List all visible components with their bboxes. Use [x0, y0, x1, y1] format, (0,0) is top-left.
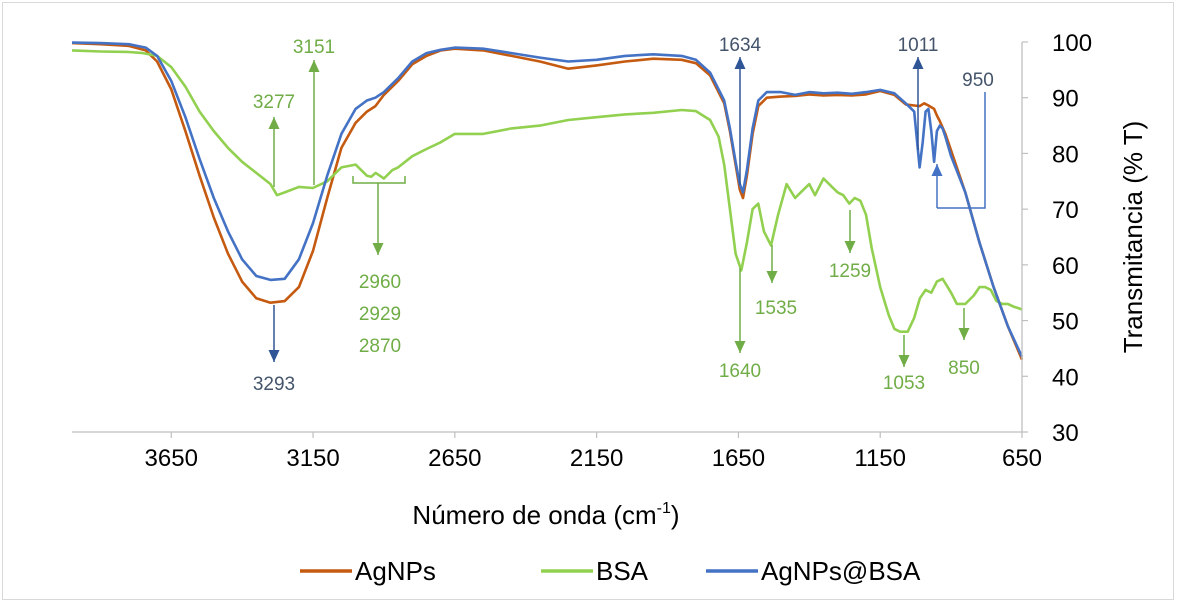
- arrow-950-head: [931, 164, 943, 176]
- peak-label-950: 950: [962, 70, 994, 91]
- arrow-3277-head: [268, 117, 280, 129]
- peak-label-1053: 1053: [883, 373, 925, 394]
- peak-label-1640: 1640: [719, 361, 761, 382]
- series-line-agnps: [71, 41, 1024, 361]
- peak-label-2929: 2929: [359, 304, 401, 325]
- peak-label-3293: 3293: [253, 374, 295, 395]
- peak-label-850: 850: [948, 358, 980, 379]
- x-tick-label: 3150: [286, 445, 339, 472]
- x-tick-label: 3650: [145, 445, 198, 472]
- peak-label-3277: 3277: [253, 92, 295, 113]
- bracket-2960-2870: [352, 176, 406, 184]
- peak-label-1011: 1011: [898, 35, 939, 56]
- line-950-connector: [937, 92, 986, 209]
- y-tick-label: 100: [1052, 30, 1092, 57]
- peak-label-2870: 2870: [359, 336, 401, 357]
- peak-label-2960: 2960: [359, 272, 401, 293]
- legend-label-agnps-bsa: AgNPs@BSA: [761, 556, 921, 586]
- arrow-1259-head: [844, 241, 856, 253]
- legend-label-bsa: BSA: [596, 556, 649, 586]
- series-line-agnps-bsa: [71, 41, 1024, 358]
- peak-label-1259: 1259: [829, 261, 871, 282]
- arrow-1535-head: [766, 271, 778, 283]
- axes-layer: [72, 42, 1023, 433]
- x-tick-label: 2150: [570, 445, 623, 472]
- y-tick-label: 40: [1052, 364, 1079, 391]
- y-tick-label: 70: [1052, 197, 1079, 224]
- annotation-arrows: [268, 57, 986, 367]
- arrow-3293-head: [268, 350, 280, 362]
- y-tick-label: 90: [1052, 86, 1079, 113]
- legend: AgNPs BSA AgNPs@BSA: [300, 556, 921, 586]
- arrow-1640-head: [734, 341, 746, 353]
- series-layer: [71, 41, 1024, 361]
- x-axis-title: Número de onda (cm-1): [412, 500, 679, 530]
- arrow-850-head: [958, 328, 970, 340]
- arrow-1011-head: [912, 57, 924, 69]
- annotation-labels: 3151 3277 3293 2960 2929 2870 1634 1011 950 1640 1…: [253, 35, 994, 395]
- arrow-2960-2870-head: [372, 243, 384, 255]
- x-tick-label: 2650: [428, 445, 481, 472]
- x-tick-label: 1650: [712, 445, 765, 472]
- arrow-1053-head: [898, 355, 910, 367]
- y-tick-label: 30: [1052, 420, 1079, 447]
- x-tick-label: 1150: [854, 445, 906, 472]
- legend-label-agnps: AgNPs: [355, 556, 436, 586]
- tick-layer: 3650 3150 2650 2150 1650 1150 650 30 40 50 60 70 80 9…: [145, 30, 1092, 472]
- peak-label-3151: 3151: [293, 37, 335, 58]
- peak-label-1634: 1634: [719, 35, 762, 56]
- x-tick-label: 650: [1002, 445, 1042, 472]
- series-line-bsa: [71, 49, 1023, 334]
- y-tick-label: 60: [1052, 253, 1079, 280]
- arrow-1634-head: [734, 57, 746, 69]
- peak-label-1535: 1535: [755, 298, 797, 319]
- arrow-3151-head: [308, 60, 320, 72]
- y-axis-title: Transmitancia (% T): [1118, 121, 1148, 354]
- y-tick-label: 50: [1052, 309, 1079, 336]
- y-tick-label: 80: [1052, 141, 1079, 168]
